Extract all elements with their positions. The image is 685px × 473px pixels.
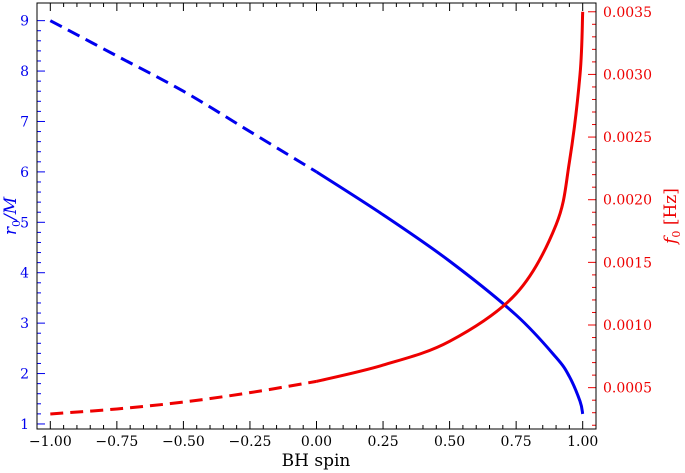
r0-series-dashed xyxy=(49,19,318,174)
plot-frame xyxy=(36,2,597,430)
x-tick-label: 1.00 xyxy=(567,434,598,450)
x-tick-label: −0.75 xyxy=(95,434,138,450)
y-left-tick-label: 3 xyxy=(20,316,29,332)
series-layer xyxy=(49,11,585,416)
x-tick-label: 0.25 xyxy=(367,434,398,450)
y-left-tick-label: 6 xyxy=(20,165,29,181)
y-right-tick-label: 0.0005 xyxy=(603,381,652,397)
x-axis-label: BH spin xyxy=(282,451,351,471)
y-left-tick-label: 4 xyxy=(20,266,29,282)
y-left-tick-label: 5 xyxy=(20,215,29,231)
y-left-tick-label: 1 xyxy=(20,417,29,433)
y-right-tick-label: 0.0020 xyxy=(603,193,652,209)
x-tick-label: 0.50 xyxy=(434,434,465,450)
r0-series-solid xyxy=(315,170,585,415)
y-axis-left-label: r0/M xyxy=(1,196,23,235)
labels-layer: −1.00 −0.75 −0.50 −0.25 0.00 0.25 0.50 0.75 1.00… xyxy=(20,5,652,450)
y-right-tick-label: 0.0025 xyxy=(603,130,652,146)
y-left-tick-label: 9 xyxy=(20,14,29,30)
x-tick-label: 0.00 xyxy=(301,434,332,450)
f0-series-dashed xyxy=(50,379,317,416)
x-tick-label: −0.50 xyxy=(162,434,205,450)
y-left-tick-label: 2 xyxy=(20,367,29,383)
x-tick-label: −1.00 xyxy=(29,434,72,450)
ticks-layer xyxy=(37,3,596,429)
y-left-tick-label: 7 xyxy=(20,114,29,130)
y-right-tick-label: 0.0035 xyxy=(603,5,652,21)
y-left-tick-label: 8 xyxy=(20,64,29,80)
f0-series-solid xyxy=(316,11,585,383)
y-right-tick-label: 0.0015 xyxy=(603,255,652,271)
x-tick-label: 0.75 xyxy=(501,434,532,450)
y-right-tick-label: 0.0010 xyxy=(603,318,652,334)
x-tick-label: −0.25 xyxy=(228,434,271,450)
y-axis-right-label: f0 [Hz] xyxy=(661,188,683,246)
y-right-tick-label: 0.0030 xyxy=(603,67,652,83)
